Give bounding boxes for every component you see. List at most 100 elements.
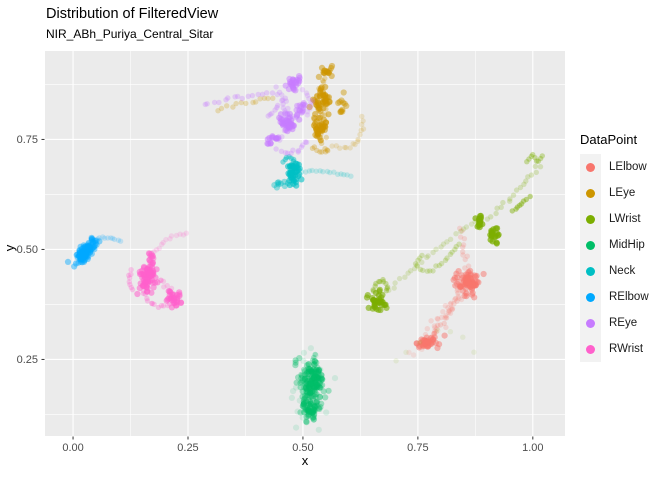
data-point — [294, 102, 301, 109]
data-point — [528, 172, 535, 178]
data-point — [523, 196, 529, 203]
data-point — [282, 150, 289, 156]
data-point — [375, 299, 382, 306]
data-point — [315, 73, 322, 80]
data-point — [325, 387, 332, 394]
data-point — [167, 288, 173, 294]
data-point — [314, 402, 321, 409]
data-point — [265, 113, 271, 119]
data-point — [156, 245, 162, 251]
data-point — [235, 93, 241, 100]
data-point — [438, 244, 444, 250]
data-point — [293, 161, 300, 168]
data-point — [126, 272, 132, 278]
data-point — [509, 208, 515, 214]
data-point — [336, 98, 343, 105]
data-point — [422, 331, 429, 338]
data-point — [144, 295, 150, 302]
data-point — [292, 359, 299, 366]
data-point — [427, 268, 433, 274]
legend-label: MidHip — [609, 239, 645, 251]
data-point — [309, 167, 315, 174]
legend-entry-LWrist: LWrist — [580, 206, 649, 232]
series-RElbow — [64, 234, 124, 270]
data-point — [253, 99, 259, 105]
data-point — [517, 202, 523, 208]
data-point — [493, 210, 499, 217]
data-point — [410, 352, 417, 358]
data-point — [298, 144, 305, 150]
data-point — [498, 204, 504, 210]
data-point — [108, 235, 114, 241]
y-tick-label: 0.50 — [17, 244, 38, 256]
data-point — [265, 95, 271, 102]
data-point — [535, 158, 541, 164]
data-point — [299, 107, 306, 114]
data-point — [311, 144, 318, 150]
data-point — [298, 375, 305, 382]
data-point — [290, 177, 297, 184]
data-point — [128, 267, 134, 273]
data-point — [386, 287, 392, 293]
data-point — [282, 120, 288, 126]
data-point — [370, 297, 377, 304]
data-point — [280, 97, 286, 103]
data-point — [273, 146, 279, 152]
data-point — [259, 91, 266, 98]
data-point — [158, 277, 164, 283]
data-point — [457, 283, 464, 290]
data-point — [302, 139, 309, 145]
data-point — [267, 111, 273, 118]
data-point — [177, 231, 183, 237]
data-point — [419, 346, 425, 352]
data-point — [216, 99, 222, 106]
data-point — [318, 120, 325, 127]
series-Neck — [271, 154, 354, 191]
data-point — [380, 279, 387, 285]
data-point — [444, 255, 450, 261]
data-point — [435, 327, 441, 334]
data-point — [463, 224, 470, 230]
legend-entry-MidHip: MidHip — [580, 232, 649, 258]
data-point — [314, 98, 321, 105]
data-point — [445, 305, 451, 311]
data-point — [305, 361, 312, 368]
data-point — [218, 105, 225, 112]
data-point — [239, 95, 245, 102]
data-point — [159, 241, 165, 247]
data-point — [323, 106, 329, 112]
data-point — [88, 234, 95, 241]
data-point — [440, 241, 447, 247]
data-point — [127, 281, 133, 288]
data-point — [150, 255, 157, 262]
data-point — [402, 274, 408, 280]
data-point — [316, 366, 323, 373]
data-point — [443, 313, 449, 319]
chart-title: Distribution of FilteredView — [46, 6, 219, 22]
data-point — [320, 169, 326, 175]
data-point — [338, 97, 345, 104]
data-point — [243, 100, 249, 107]
legend-key — [580, 180, 601, 206]
data-point — [494, 225, 501, 232]
data-point — [322, 149, 329, 155]
data-point — [322, 394, 329, 401]
data-point — [373, 305, 380, 312]
data-point — [273, 184, 280, 191]
data-point — [274, 179, 281, 186]
data-point — [79, 252, 86, 259]
data-point — [170, 297, 177, 304]
data-point — [153, 247, 160, 253]
data-point — [284, 125, 290, 132]
data-point — [383, 280, 389, 287]
data-point — [319, 149, 325, 155]
data-point — [432, 339, 439, 346]
data-point — [307, 392, 314, 399]
data-point — [532, 163, 539, 170]
data-point — [523, 178, 529, 184]
data-point — [306, 168, 313, 174]
data-point — [170, 290, 176, 297]
data-point — [460, 249, 466, 255]
data-point — [168, 285, 175, 291]
data-point — [144, 298, 151, 304]
